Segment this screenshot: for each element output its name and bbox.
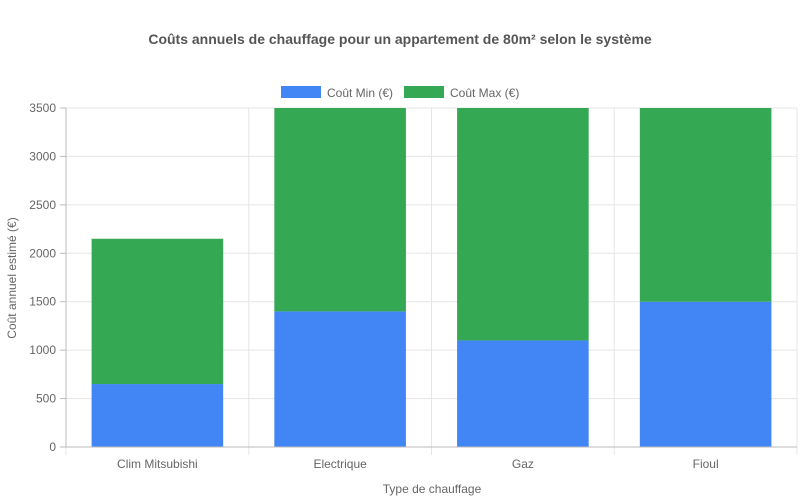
y-axis-ticks: 0 500 1000 1500 2000 2500 3000 3500 (29, 101, 66, 454)
bar[interactable] (274, 108, 406, 312)
legend-swatch[interactable] (281, 86, 321, 98)
x-tick-label: Gaz (512, 457, 534, 471)
y-tick-label: 0 (49, 440, 56, 454)
axes (65, 108, 797, 448)
bar[interactable] (457, 108, 589, 341)
legend-label: Coût Min (€) (327, 86, 393, 100)
y-tick-label: 3500 (29, 101, 56, 115)
x-axis-ticks: Clim Mitsubishi Electrique Gaz Fioul (117, 457, 719, 471)
chart-title: Coûts annuels de chauffage pour un appar… (148, 31, 652, 47)
y-tick-label: 500 (36, 392, 56, 406)
y-tick-label: 2000 (29, 246, 56, 260)
y-tick-label: 1500 (29, 295, 56, 309)
bar[interactable] (91, 238, 224, 385)
x-tick-label: Clim Mitsubishi (117, 457, 198, 471)
bar[interactable] (457, 340, 589, 447)
y-tick-label: 2500 (29, 198, 56, 212)
x-axis-label: Type de chauffage (383, 482, 482, 496)
bar[interactable] (639, 108, 772, 302)
bars (91, 108, 772, 447)
legend: Coût Min (€) Coût Max (€) (281, 86, 519, 100)
x-tick-label: Fioul (693, 457, 719, 471)
legend-label: Coût Max (€) (450, 86, 519, 100)
y-axis-label: Coût annuel estimé (€) (5, 217, 19, 338)
bar[interactable] (274, 311, 406, 447)
bar[interactable] (91, 384, 224, 447)
x-tick-label: Electrique (313, 457, 367, 471)
y-tick-label: 3000 (29, 149, 56, 163)
y-tick-label: 1000 (29, 343, 56, 357)
legend-swatch[interactable] (404, 86, 444, 98)
bar[interactable] (639, 301, 772, 447)
